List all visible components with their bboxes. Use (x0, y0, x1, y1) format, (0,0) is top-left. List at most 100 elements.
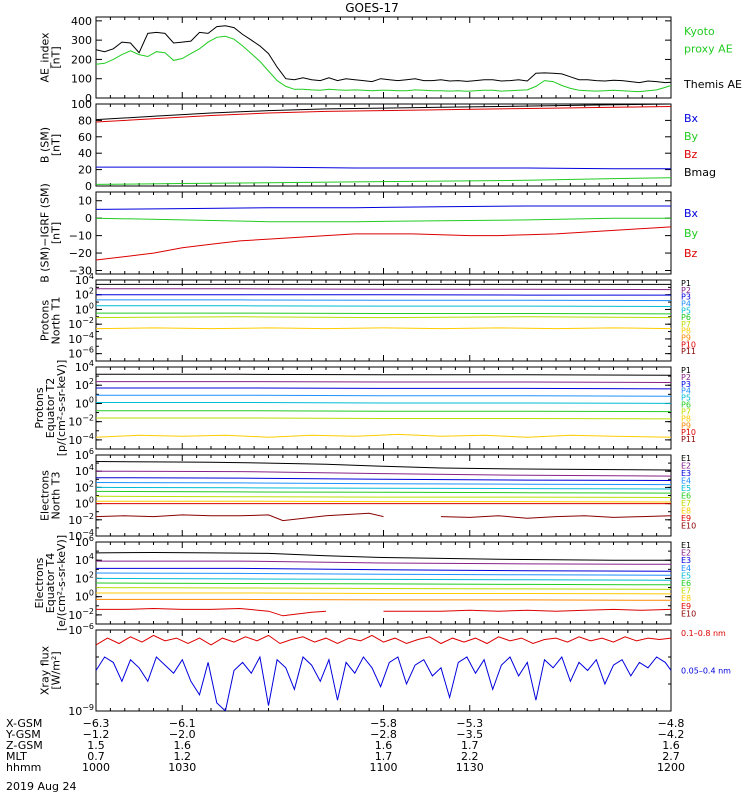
x-row-value: 1.6 (662, 739, 680, 752)
x-row-value: −3.5 (456, 728, 483, 741)
series-line-e3 (96, 477, 671, 481)
legend-entry: P5 (681, 394, 691, 403)
legend-entry: P9 (681, 421, 691, 430)
legend-entry: Kyoto (684, 25, 715, 38)
series-line-e2 (96, 470, 671, 477)
series-line-p8 (96, 433, 671, 438)
panel-dbsm: −30 −20 −10 0 10 B (SM)−IGRF (SM)[nT] Bx By Bz (39, 183, 699, 283)
y-tick-label: 0 (85, 92, 92, 105)
legend-entry: P11 (681, 435, 696, 444)
y-axis-label: Equator T4 (44, 553, 57, 613)
y-tick-label: 106 (75, 534, 94, 549)
series-line-bmag (96, 104, 671, 121)
legend-entry: E8 (681, 594, 691, 603)
y-tick-label: 104 (75, 359, 94, 374)
series-line-p7 (96, 316, 671, 319)
legend-entry: P6 (681, 313, 691, 322)
x-row-value: −6.1 (169, 717, 196, 730)
x-row-value: −2.8 (370, 728, 397, 741)
series-line-p4 (96, 394, 671, 397)
y-axis-label: Equator T2 (44, 378, 57, 438)
x-row-value: 0.7 (87, 750, 105, 763)
y-tick-label: 104 (75, 552, 94, 567)
y-tick-label: 10−4 (68, 331, 94, 346)
series-line-0.05-0.4-nm (96, 655, 671, 711)
legend-entry: Bx (684, 207, 699, 220)
y-axis-label: [nT] (50, 46, 63, 68)
x-row-value: 1.2 (174, 750, 192, 763)
legend-entry: P1 (681, 366, 691, 375)
x-row-value: −2.0 (169, 728, 196, 741)
legend-entry: By (684, 227, 699, 240)
y-tick-label: 100 (71, 98, 92, 111)
legend-entry: 0.05–0.4 nm (681, 667, 731, 676)
legend-entry: P11 (681, 347, 696, 356)
panel-ae: 0 100 200 300 400 AE_index[nT] Kyoto proxy AE Th… (39, 15, 742, 105)
y-tick-label: 100 (75, 496, 94, 511)
series-line-by (96, 177, 671, 185)
series-line-p1 (96, 373, 671, 376)
legend-entry: 0.1–0.8 nm (681, 629, 726, 638)
y-tick-label: 10−4 (68, 432, 94, 447)
y-tick-label: 0 (85, 180, 92, 193)
legend-entry: E1 (681, 541, 691, 550)
y-tick-label: 10−9 (68, 703, 94, 718)
panel-bsm: 0 20 40 60 80 100 B (SM)[nT] Bx By Bz Bmag (39, 98, 717, 193)
x-row-value: 1130 (456, 761, 484, 774)
y-tick-label: 106 (75, 447, 94, 462)
legend-entry: P5 (681, 306, 691, 315)
legend-entry: P9 (681, 334, 691, 343)
x-row-label: hhmm (6, 761, 41, 774)
x-row-value: −4.8 (658, 717, 685, 730)
legend-entry: E9 (681, 602, 691, 611)
series-line-e10 (96, 607, 671, 617)
x-row-value: 1.7 (461, 739, 479, 752)
legend-entry: E6 (681, 579, 691, 588)
x-row-value: −1.2 (83, 728, 110, 741)
series-line-e1 (96, 461, 671, 471)
legend-entry: P10 (681, 428, 696, 437)
y-axis-label: [nT] (50, 222, 63, 244)
legend-entry: Bmag (684, 166, 716, 179)
panel-frame (95, 103, 672, 187)
legend-entry: Bz (684, 148, 698, 161)
series-line-p7 (96, 417, 671, 420)
y-tick-label: 104 (75, 463, 94, 478)
y-tick-label: 80 (78, 114, 92, 127)
y-tick-label: 102 (75, 377, 94, 392)
x-row-value: −4.2 (658, 728, 685, 741)
y-axis-label: B (SM) (39, 127, 52, 163)
panel-frame (95, 16, 672, 99)
y-tick-label: 10 (78, 195, 92, 208)
legend-entry: P2 (681, 373, 691, 382)
y-tick-label: 10−4 (68, 528, 94, 543)
y-axis-label: North T3 (50, 472, 63, 520)
y-axis-label: Electrons (39, 470, 52, 521)
series-line-e4 (96, 572, 671, 576)
y-tick-label: 102 (75, 479, 94, 494)
legend-entry: P4 (681, 387, 691, 396)
y-axis-label: Electrons (33, 557, 46, 608)
panel-xray: 10−6 10−9 Xray flux[W/m²] 0.1–0.8 nm 0.05–0.… (39, 622, 732, 718)
legend-entry: E1 (681, 454, 691, 463)
y-axis-label: Protons (33, 387, 46, 428)
x-row-value: 2.2 (461, 750, 479, 763)
legend-entry: P7 (681, 320, 691, 329)
series-line-p4 (96, 299, 671, 302)
y-tick-label: −20 (69, 247, 92, 260)
y-axis-label: Xray flux (39, 645, 52, 695)
series-line-p6 (96, 312, 671, 315)
y-tick-label: −10 (69, 230, 92, 243)
x-row-value: 1000 (82, 761, 110, 774)
series-line-bz (96, 106, 671, 123)
series-line-p2 (96, 381, 671, 383)
series-line-p8 (96, 327, 671, 330)
series-line-e5 (96, 486, 671, 490)
y-tick-label: 40 (78, 147, 92, 160)
x-axis-table: X-GSM −6.3 −6.1 −5.8 −5.3 −4.8 Y-GSM −1.2 −2.0 −2… (5, 717, 685, 774)
y-tick-label: 10−6 (68, 622, 94, 637)
